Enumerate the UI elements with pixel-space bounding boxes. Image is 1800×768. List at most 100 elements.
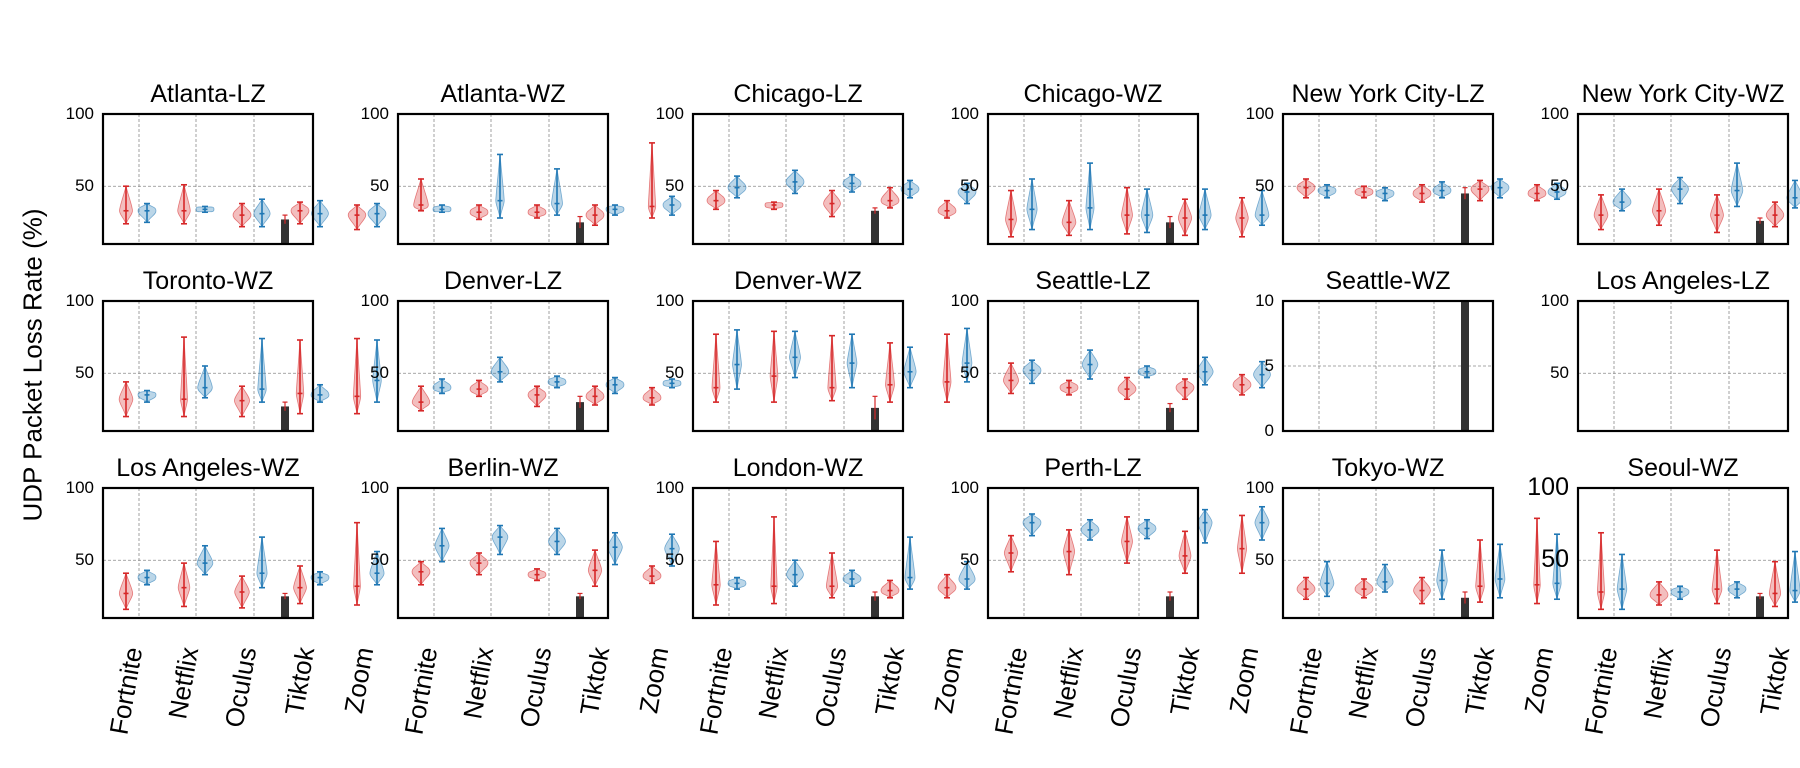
bar [1461, 187, 1469, 244]
violin-blue-zoom [1547, 182, 1567, 201]
violin-red-tiktok [585, 204, 605, 227]
plot-area [1576, 112, 1800, 246]
plot-area [101, 299, 382, 433]
plot-area [1576, 486, 1800, 620]
violin-blue-fortnite [432, 204, 452, 214]
plot-area [1576, 299, 1790, 433]
violin-blue-zoom [957, 182, 977, 205]
violin-red-fortnite [119, 184, 133, 225]
bar [1166, 591, 1174, 618]
subplot-title: Denver-LZ [443, 267, 563, 295]
violin-blue-tiktok [1789, 550, 1800, 604]
violin-blue-zoom [958, 560, 976, 590]
plot-area [986, 112, 1270, 246]
plot-area [691, 112, 977, 246]
violin-red-tiktok [1768, 560, 1782, 608]
violin-red-oculus [1121, 186, 1133, 235]
bar [1166, 402, 1174, 431]
violin-blue-zoom [961, 327, 973, 383]
subplot-chicago-wz: Chicago-WZ 100 50 [951, 80, 1270, 246]
violin-red-fortnite [711, 333, 721, 403]
violin-blue-fortnite [1317, 183, 1337, 199]
subplot-title: Toronto-WZ [142, 267, 274, 295]
violin-blue-tiktok [900, 179, 920, 199]
violin-blue-zoom [369, 550, 385, 586]
y-tick-label: 100 [65, 103, 94, 123]
figure: UDP Packet Loss Rate (%) Atlanta-LZ 100 50… [18, 80, 1800, 737]
violin-red-netflix [769, 330, 779, 403]
violin-blue-tiktok [310, 570, 330, 586]
violin-red-fortnite [413, 177, 429, 212]
violin-red-tiktok [295, 339, 305, 415]
violin-blue-oculus [1436, 549, 1448, 601]
violin-blue-oculus [548, 527, 566, 556]
violin-blue-fortnite [1612, 188, 1632, 212]
violin-red-fortnite [706, 189, 726, 211]
violin-blue-tiktok [311, 199, 329, 228]
violin-blue-netflix [1081, 349, 1099, 381]
violin-red-oculus [825, 552, 839, 599]
subplot-title: London-WZ [732, 454, 864, 482]
violin-red-oculus [1117, 376, 1137, 401]
subplot-atlanta-wz: Atlanta-WZ 100 50 [361, 80, 682, 246]
subplot-perth-lz: Perth-LZ 100 50 Fortnite Netflix Oculus Tiktok… [951, 454, 1270, 737]
subplot-title: Los Angeles-WZ [116, 454, 300, 482]
y-tick-label: 50 [960, 176, 979, 196]
violin-red-netflix [469, 204, 489, 221]
bar [1461, 591, 1469, 618]
violin-blue-netflix [490, 356, 510, 383]
violin-blue-zoom [662, 378, 682, 389]
y-tick-label: 50 [75, 363, 94, 383]
bar [1461, 301, 1469, 431]
y-tick-label: 50 [960, 550, 979, 570]
violin-blue-netflix [495, 153, 505, 219]
y-tick-label: 50 [1255, 176, 1274, 196]
violin-red-netflix [1354, 185, 1374, 199]
subplot-seattle-wz: Seattle-WZ 10 5 0 [1255, 267, 1495, 440]
y-tick-label: 0 [1264, 420, 1274, 440]
subplot-frame [396, 299, 610, 433]
bar [281, 214, 289, 244]
violin-blue-oculus [1137, 365, 1157, 379]
violin-blue-fortnite [137, 389, 157, 403]
y-tick-label: 50 [370, 176, 389, 196]
violin-blue-netflix [789, 330, 801, 379]
violin-blue-oculus [1432, 181, 1452, 199]
y-tick-label: 50 [370, 363, 389, 383]
y-tick-label: 50 [665, 176, 684, 196]
violin-blue-zoom [1254, 505, 1270, 542]
y-tick-label: 100 [65, 290, 94, 310]
violin-red-fortnite [411, 385, 431, 412]
bar [281, 592, 289, 618]
violin-red-fortnite [1296, 576, 1316, 601]
bar [1756, 217, 1764, 244]
subplot-seoul-wz: Seoul-WZ 100 50 Fortnite Netflix Oculus Tiktok… [1527, 454, 1800, 737]
violin-blue-fortnite [137, 569, 157, 586]
violin-blue-netflix [1085, 162, 1095, 231]
violin-red-tiktok [587, 548, 603, 588]
bar [871, 207, 879, 244]
violin-red-oculus [234, 385, 250, 418]
subplot-frame [691, 486, 905, 620]
plot-area [101, 112, 387, 246]
subplot-toronto-wz: Toronto-WZ 100 50 [66, 267, 382, 433]
bar [576, 592, 584, 618]
subplot-frame [1281, 486, 1495, 620]
subplot-frame [691, 299, 905, 433]
violin-red-oculus [1710, 193, 1724, 234]
violin-red-fortnite [118, 380, 134, 418]
subplot-frame [1576, 112, 1790, 246]
y-tick-label: 50 [75, 550, 94, 570]
violin-red-zoom [352, 337, 362, 415]
violin-blue-tiktok [310, 383, 330, 403]
violin-blue-tiktok [903, 346, 917, 390]
subplot-frame [986, 112, 1200, 246]
violin-blue-netflix [195, 205, 215, 214]
violin-red-fortnite [411, 560, 431, 586]
violin-red-zoom [642, 565, 662, 585]
subplot-title: Chicago-LZ [733, 80, 863, 108]
violin-blue-oculus [257, 337, 267, 404]
subplot-new-york-city-wz: New York City-WZ 100 50 [1541, 80, 1800, 246]
violin-red-zoom [1527, 183, 1547, 202]
subplot-new-york-city-lz: New York City-LZ 100 50 [1246, 80, 1567, 246]
